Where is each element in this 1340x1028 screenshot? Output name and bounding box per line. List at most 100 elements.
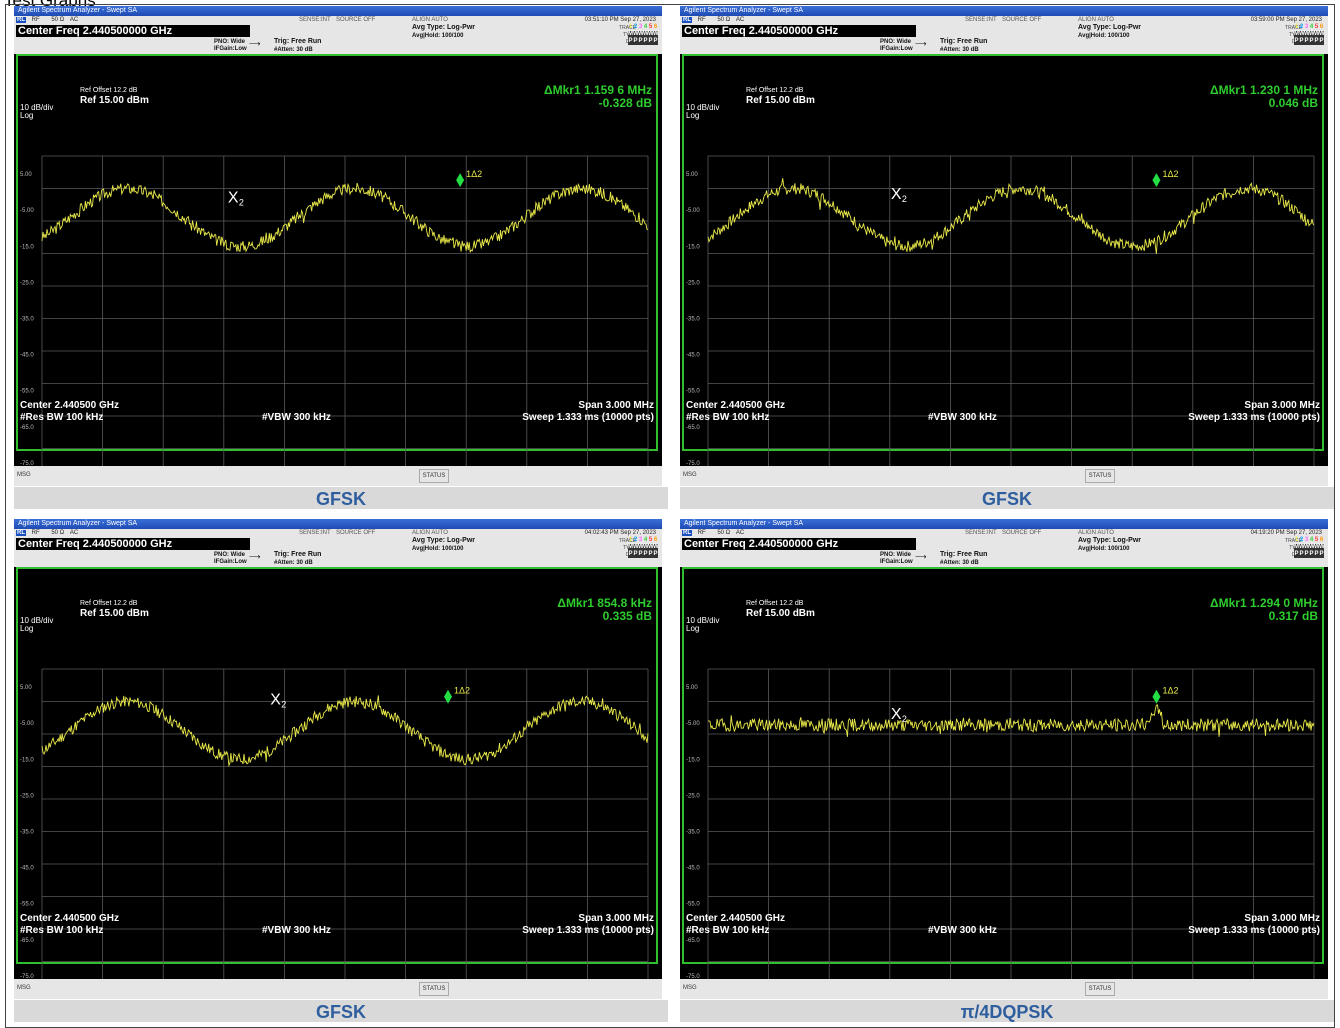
rl-indicator: RL [16,530,26,536]
trace-indicator: W [638,31,644,37]
center-frequency[interactable]: Center Freq 2.440500000 GHz [682,538,916,550]
source-label: SOURCE OFF [336,17,376,23]
y-tick-label: 5.00 [686,685,698,691]
reference-marker-x2[interactable]: X [270,692,281,709]
y-tick-label: -75.0 [686,974,700,980]
trace-indicator: W [643,544,649,550]
rl-indicator: RL [682,17,692,23]
y-tick-label: 5.00 [20,172,32,178]
timestamp: 03:51:10 PM Sep 27, 2023 [584,17,656,23]
trace-indicator: 3 [638,537,643,543]
spectrum-trace [707,178,1315,254]
delta-marker-diamond-icon[interactable] [444,689,453,704]
reference-marker-x2[interactable]: X [891,706,902,723]
settings-bar: RL RF 50 Ω AC SENSE:INT SOURCE OFF ALIGN… [680,529,1328,567]
trace-indicator: W [648,544,654,550]
y-tick-label: -15.0 [686,757,700,763]
trace-indicator: W [633,31,639,37]
center-frequency-footer: Center 2.440500 GHz [20,913,119,924]
trace-indicator: 2 [633,24,638,30]
trace-indicator: 3 [1304,24,1309,30]
settings-bar: RL RF 50 Ω AC SENSE:INT SOURCE OFF ALIGN… [14,529,662,567]
y-tick-label: -15.0 [20,244,34,250]
trace-label: TRACE [619,25,636,31]
display-area: Ref Offset 12.2 dB Ref 15.00 dBm 10 dB/d… [682,567,1324,995]
average-setting: Avg Type: Log-Pwr Avg|Hold: 100/100 [412,24,475,39]
center-frequency[interactable]: Center Freq 2.440500000 GHz [16,25,250,37]
delta-marker-diamond-icon[interactable] [1152,173,1161,188]
scale-per-div: 10 dB/div [686,616,720,625]
reference-marker-x2[interactable]: X [891,186,902,203]
trace-indicator: 3 [1304,537,1309,543]
y-tick-label: -25.0 [686,793,700,799]
y-tick-label: -15.0 [686,244,700,250]
status-button[interactable]: STATUS [419,469,449,483]
det-row: PPPPPP [1294,551,1324,558]
input-settings: RL RF 50 Ω AC [682,530,744,536]
y-tick-label: -5.00 [686,721,700,727]
trace-indicator: 6 [1319,537,1324,543]
trace-indicator: P [1319,551,1324,557]
delta-marker-frequency: ΔMkr1 1.230 1 MHz [1209,83,1318,97]
trace-indicator: P [1309,551,1314,557]
trace-indicator: W [1309,544,1315,550]
align-label: ALIGN AUTO [1078,17,1114,23]
delta-marker-diamond-icon[interactable] [1152,689,1161,704]
ref-offset: Ref Offset 12.2 dB [746,600,804,607]
settings-bar: RL RF 50 Ω AC SENSE:INT SOURCE OFF ALIGN… [680,16,1328,54]
trigger-setting: Trig: Free Run #Atten: 30 dB [940,551,988,566]
spectrum-plot[interactable]: 5.00 -5.00 -15.0 -25.0 -35.0 -45.0 -55.0 -65.0 -… [20,155,649,482]
trace-indicator: P [643,38,648,44]
y-tick-label: 5.00 [20,685,32,691]
trace-indicator: W [1314,544,1320,550]
delta-marker-label: 1Δ2 [1162,686,1178,696]
coupling-label: AC [735,530,745,536]
window-title: Agilent Spectrum Analyzer - Swept SA [18,7,138,14]
status-bar: MSG STATUS [680,466,1328,486]
delta-marker-frequency: ΔMkr1 1.294 0 MHz [1209,596,1318,610]
y-tick-label: -75.0 [20,461,34,467]
type-row: MWWWWW [1294,544,1325,551]
ref-level[interactable]: Ref 15.00 dBm [80,608,149,619]
ref-level[interactable]: Ref 15.00 dBm [746,95,815,106]
spectrum-plot[interactable]: 5.00 -5.00 -15.0 -25.0 -35.0 -45.0 -55.0 -65.0 -… [20,668,649,995]
trace-indicator: 3 [638,24,643,30]
scale-type: Log [20,624,34,633]
status-button[interactable]: STATUS [1085,469,1115,483]
rbw-footer: #Res BW 100 kHz [20,412,104,423]
center-frequency[interactable]: Center Freq 2.440500000 GHz [682,25,916,37]
impedance-label: 50 Ω [51,17,65,23]
modulation-caption: GFSK [14,487,668,509]
trace-indicator: 1 [1294,24,1299,30]
y-tick-label: -55.0 [20,902,34,908]
trace-indicator: P [1304,551,1309,557]
align-label: ALIGN AUTO [412,530,448,536]
pno-setting: PNO: Wide IFGain:Low [880,552,913,565]
trace-indicator: P [1309,38,1314,44]
ref-level[interactable]: Ref 15.00 dBm [746,608,815,619]
y-tick-label: -25.0 [20,280,34,286]
delta-marker-diamond-icon[interactable] [456,173,465,188]
reference-marker-x2[interactable]: X [228,190,239,207]
type-row: MWWWWW [1294,31,1325,38]
span-footer: Span 3.000 MHz [578,913,654,924]
spectrum-plot[interactable]: 5.00 -5.00 -15.0 -25.0 -35.0 -45.0 -55.0 -65.0 -… [686,155,1315,482]
status-bar: MSG STATUS [14,979,662,999]
modulation-caption: GFSK [14,1000,668,1022]
average-setting: Avg Type: Log-Pwr Avg|Hold: 100/100 [1078,24,1141,39]
window-title-bar: Agilent Spectrum Analyzer - Swept SA [680,6,1328,16]
status-button[interactable]: STATUS [1085,982,1115,996]
center-frequency[interactable]: Center Freq 2.440500000 GHz [16,538,250,550]
vbw-footer: #VBW 300 kHz [262,925,331,936]
trace-indicator: P [653,551,658,557]
status-button[interactable]: STATUS [419,982,449,996]
trace-indicator: P [648,38,653,44]
y-tick-label: -65.0 [686,938,700,944]
trace-indicator: P [1314,38,1319,44]
reference-marker-subscript: 2 [902,714,907,724]
ref-level[interactable]: Ref 15.00 dBm [80,95,149,106]
coupling-label: AC [735,17,745,23]
type-row: MWWWWW [628,31,659,38]
spectrum-plot[interactable]: 5.00 -5.00 -15.0 -25.0 -35.0 -45.0 -55.0 -65.0 -… [686,668,1315,995]
